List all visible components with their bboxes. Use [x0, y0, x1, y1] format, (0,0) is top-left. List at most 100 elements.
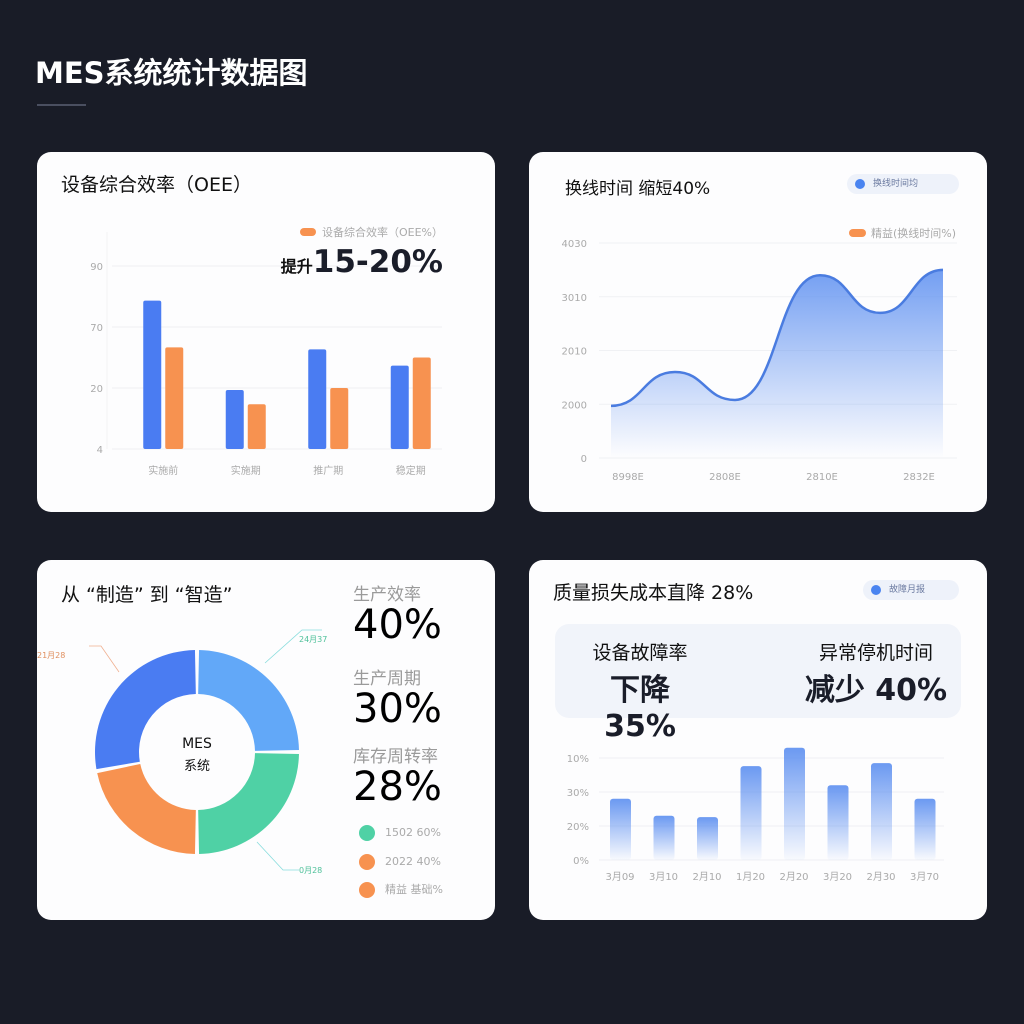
- bar: [610, 798, 631, 860]
- changeover-area-chart: 0 2000 2010 3010 4030 8998E 2808E 2810E 2832E: [562, 239, 957, 483]
- center-label: MES: [182, 736, 212, 752]
- title-divider: [37, 104, 86, 106]
- x-tick-label: 推广期: [313, 464, 343, 477]
- legend-item: 2022 40%: [359, 854, 441, 870]
- callout-line: [256, 841, 299, 871]
- x-tick-label: 8998E: [612, 472, 644, 483]
- stat-inventory: 库存周转率 28%: [353, 742, 442, 807]
- series-line: [610, 268, 944, 408]
- bar: [247, 404, 266, 449]
- donut-slice: [97, 764, 196, 854]
- bar: [827, 785, 849, 860]
- y-tick-label: 0%: [573, 856, 589, 867]
- bar: [914, 798, 936, 860]
- legend-item: 设备综合效率（OEE%）: [299, 224, 443, 240]
- bar: [308, 349, 327, 449]
- bar: [697, 817, 718, 860]
- legend-swatch: [299, 228, 316, 236]
- legend-label: 精益(换线时间%): [871, 227, 957, 240]
- quality-bar-chart: 0% 20% 30% 10% 3月09 3月10 2月10 1月20 2月20 3月20 2月30 3…: [567, 747, 944, 883]
- x-tick-label: 稳定期: [396, 464, 426, 477]
- x-tick-label: 3月20: [823, 871, 852, 883]
- oee-card: 设备综合效率（OEE） 4 20 70 90 实施前 实施期 推广期 稳定期 设备综合效率（O…: [37, 152, 495, 512]
- y-tick-label: 30%: [567, 788, 589, 799]
- y-tick-label: 70: [90, 323, 103, 334]
- stat-value: 30%: [353, 686, 442, 732]
- kpi-value: 下降35%: [604, 673, 676, 744]
- legend-swatch: [849, 229, 866, 237]
- bar: [143, 300, 162, 449]
- stat-value: 40%: [353, 602, 442, 648]
- callout-line: [89, 645, 120, 673]
- x-tick-label: 2832E: [903, 472, 935, 483]
- kpi-panel: 设备故障率下降35% 异常停机时间减少 40%: [555, 624, 961, 744]
- y-tick-label: 10%: [567, 754, 589, 765]
- oee-annotation: 提升15-20%: [281, 244, 443, 280]
- donut-slice: [198, 753, 299, 854]
- legend-dot: [359, 882, 375, 898]
- callout-label: 0月28: [299, 866, 322, 875]
- donut-chart: MES 系统 24月37 21月28 0月28: [37, 629, 327, 875]
- bar: [225, 390, 244, 449]
- annotation-prefix: 提升: [280, 257, 313, 276]
- stat-label: 生产效率: [353, 585, 421, 605]
- legend-label: 故障月报: [889, 585, 926, 595]
- changeover-card: 换线时间 缩短40% 换线时间均 精益(换线时间%) 0 2000 2010 3010…: [529, 152, 987, 512]
- stat-value: 28%: [353, 764, 442, 810]
- quality-card: 质量损失成本直降 28% 故障月报 设备故障率下降35% 异常停机时间减少 40…: [529, 560, 987, 920]
- x-tick-label: 2月20: [779, 871, 808, 883]
- legend-dot: [871, 585, 881, 595]
- x-tick-label: 3月70: [910, 871, 939, 883]
- callout-label: 24月37: [299, 635, 327, 644]
- bar: [784, 747, 805, 860]
- legend-dot: [359, 825, 375, 841]
- stat-label: 生产周期: [353, 669, 421, 689]
- legend-pill[interactable]: 换线时间均: [847, 174, 959, 194]
- bar: [740, 766, 762, 860]
- annotation-value: 15-20%: [312, 244, 443, 280]
- oee-bar-chart: 4 20 70 90 实施前 实施期 推广期 稳定期: [90, 232, 442, 477]
- card-title: 设备综合效率（OEE）: [61, 174, 252, 196]
- x-tick-label: 3月09: [605, 871, 634, 883]
- callout-label: 21月28: [37, 651, 65, 660]
- y-tick-label: 0: [581, 454, 587, 465]
- page-title: MES系统统计数据图: [35, 56, 308, 90]
- card-title: 换线时间 缩短40%: [565, 179, 711, 199]
- legend-label: 设备综合效率（OEE%）: [321, 226, 443, 239]
- legend-item: 精益(换线时间%): [849, 225, 956, 241]
- x-tick-label: 1月20: [736, 871, 765, 883]
- bar: [412, 357, 431, 449]
- legend-dot: [359, 854, 375, 870]
- donut-slice: [95, 650, 196, 770]
- stat-label: 库存周转率: [353, 747, 438, 767]
- y-tick-label: 2000: [562, 400, 587, 411]
- legend-pill[interactable]: 故障月报: [863, 580, 959, 600]
- y-tick-label: 4: [97, 445, 103, 456]
- legend-dot: [855, 179, 865, 189]
- kpi-value: 减少 40%: [804, 673, 948, 708]
- x-tick-label: 实施前: [148, 464, 178, 477]
- bar: [653, 815, 675, 860]
- legend-label: 1502 60%: [385, 826, 441, 839]
- y-tick-label: 20: [90, 384, 103, 395]
- kpi-label: 异常停机时间: [818, 642, 933, 664]
- legend-item: 1502 60%: [359, 825, 441, 841]
- callout-line: [264, 629, 322, 664]
- legend-label: 精益 基础%: [385, 883, 443, 896]
- card-title: 质量损失成本直降 28%: [553, 582, 754, 604]
- y-tick-label: 20%: [567, 822, 589, 833]
- x-tick-label: 2月10: [692, 871, 721, 883]
- y-tick-label: 90: [90, 262, 103, 273]
- card-title: 从 “制造” 到 “智造”: [61, 584, 233, 606]
- bar: [871, 763, 892, 860]
- y-tick-label: 3010: [562, 293, 587, 304]
- y-tick-label: 2010: [562, 347, 587, 358]
- x-tick-label: 3月10: [649, 871, 678, 883]
- center-label: 系统: [184, 759, 210, 774]
- x-tick-label: 2808E: [709, 472, 741, 483]
- kpi-downtime: 异常停机时间减少 40%: [801, 638, 951, 709]
- kpi-label: 设备故障率: [592, 642, 688, 664]
- stat-efficiency: 生产效率 40%: [353, 580, 442, 645]
- legend-label: 2022 40%: [385, 855, 441, 868]
- area-fill: [611, 269, 943, 458]
